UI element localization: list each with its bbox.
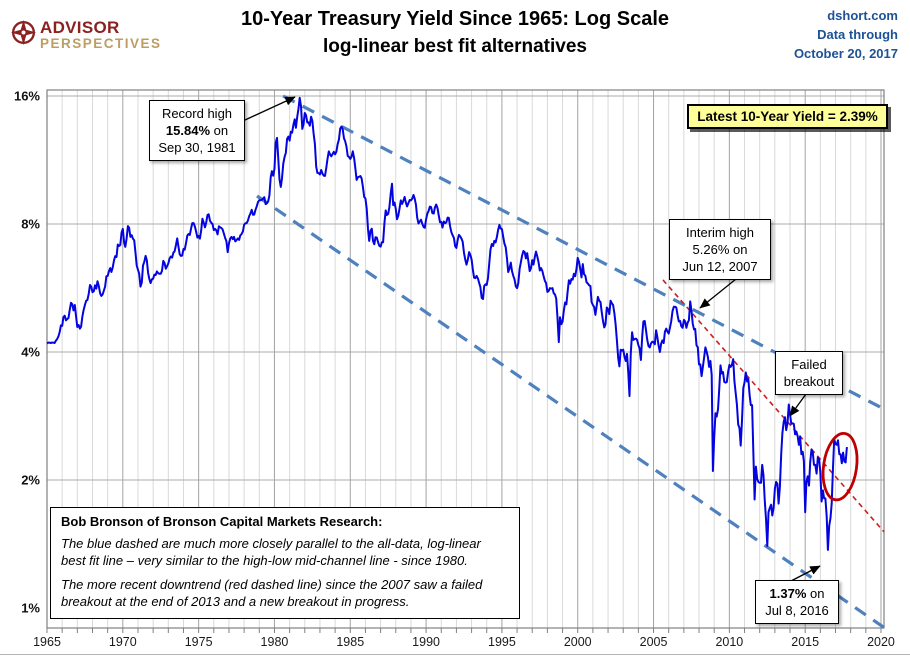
callout-text: 15.84% on — [165, 123, 229, 139]
record-high-callout: Record high 15.84% on Sep 30, 1981 — [149, 100, 245, 162]
y-tick-label: 4% — [21, 345, 40, 360]
compass-icon — [10, 19, 37, 51]
x-tick-label: 2005 — [640, 635, 668, 649]
logo-word-advisor: ADVISOR — [40, 18, 120, 38]
callout-text: Sep 30, 1981 — [158, 140, 236, 156]
callout-text: Jul 8, 2016 — [765, 603, 829, 619]
x-tick-label: 1965 — [33, 635, 61, 649]
lower-channel-line — [256, 194, 885, 629]
advisor-perspectives-logo: ADVISOR PERSPECTIVES — [10, 19, 162, 51]
callout-text: breakout — [783, 374, 835, 390]
x-tick-label: 1980 — [261, 635, 289, 649]
callout-text: Record high — [161, 106, 233, 121]
y-tick-label: 16% — [14, 89, 40, 104]
x-tick-label: 2020 — [867, 635, 895, 649]
red-downtrend-line — [662, 279, 885, 533]
yield-line — [46, 96, 848, 551]
upper-channel-line — [282, 94, 887, 412]
interim-high-arrow — [699, 278, 737, 309]
chart-frame — [46, 89, 885, 629]
x-tick-label: 2015 — [791, 635, 819, 649]
chart-title: 10-Year Treasury Yield Since 1965: Log S… — [180, 8, 730, 58]
latest-yield-badge: Latest 10-Year Yield = 2.39% — [687, 104, 888, 129]
breakout-ellipse — [821, 431, 859, 502]
record-high-arrow — [244, 96, 296, 121]
failed-breakout-callout: Failed breakout — [775, 351, 843, 396]
x-tick-label: 1970 — [109, 635, 137, 649]
note-paragraph-2: The more recent downtrend (red dashed li… — [61, 576, 483, 609]
y-tick-label: 1% — [21, 601, 40, 616]
x-tick-label: 1995 — [488, 635, 516, 649]
callout-text: Failed — [791, 357, 827, 372]
note-title: Bob Bronson of Bronson Capital Markets R… — [61, 514, 383, 529]
failed-breakout-arrow — [789, 393, 807, 417]
low-2016-callout: 1.37% on Jul 8, 2016 — [755, 580, 839, 625]
callout-text: Jun 12, 2007 — [682, 259, 758, 275]
title-line-2: log-linear best fit alternatives — [323, 36, 587, 57]
callout-text: Interim high — [686, 225, 754, 240]
interim-high-callout: Interim high 5.26% on Jun 12, 2007 — [669, 219, 771, 281]
note-paragraph-1: The blue dashed are much more closely pa… — [61, 536, 481, 568]
x-tick-label: 1975 — [185, 635, 213, 649]
x-tick-label: 2010 — [715, 635, 743, 649]
source-attribution: dshort.com Data through October 20, 2017 — [794, 7, 898, 64]
source-site: dshort.com — [827, 8, 898, 23]
source-date: October 20, 2017 — [793, 45, 898, 61]
x-tick-label: 1990 — [412, 635, 440, 649]
y-tick-label: 2% — [21, 473, 40, 488]
bronson-note-box: Bob Bronson of Bronson Capital Markets R… — [50, 507, 520, 619]
y-tick-label: 8% — [21, 217, 40, 232]
callout-text: 1.37% on — [769, 586, 825, 601]
callout-text: 5.26% on — [692, 242, 748, 258]
x-tick-label: 1985 — [336, 635, 364, 649]
source-note: Data through — [817, 26, 898, 42]
x-tick-label: 2000 — [564, 635, 592, 649]
low-2016-arrow — [790, 565, 821, 582]
logo-word-perspectives: PERSPECTIVES — [40, 36, 162, 52]
title-line-1: 10-Year Treasury Yield Since 1965: Log S… — [240, 8, 670, 30]
